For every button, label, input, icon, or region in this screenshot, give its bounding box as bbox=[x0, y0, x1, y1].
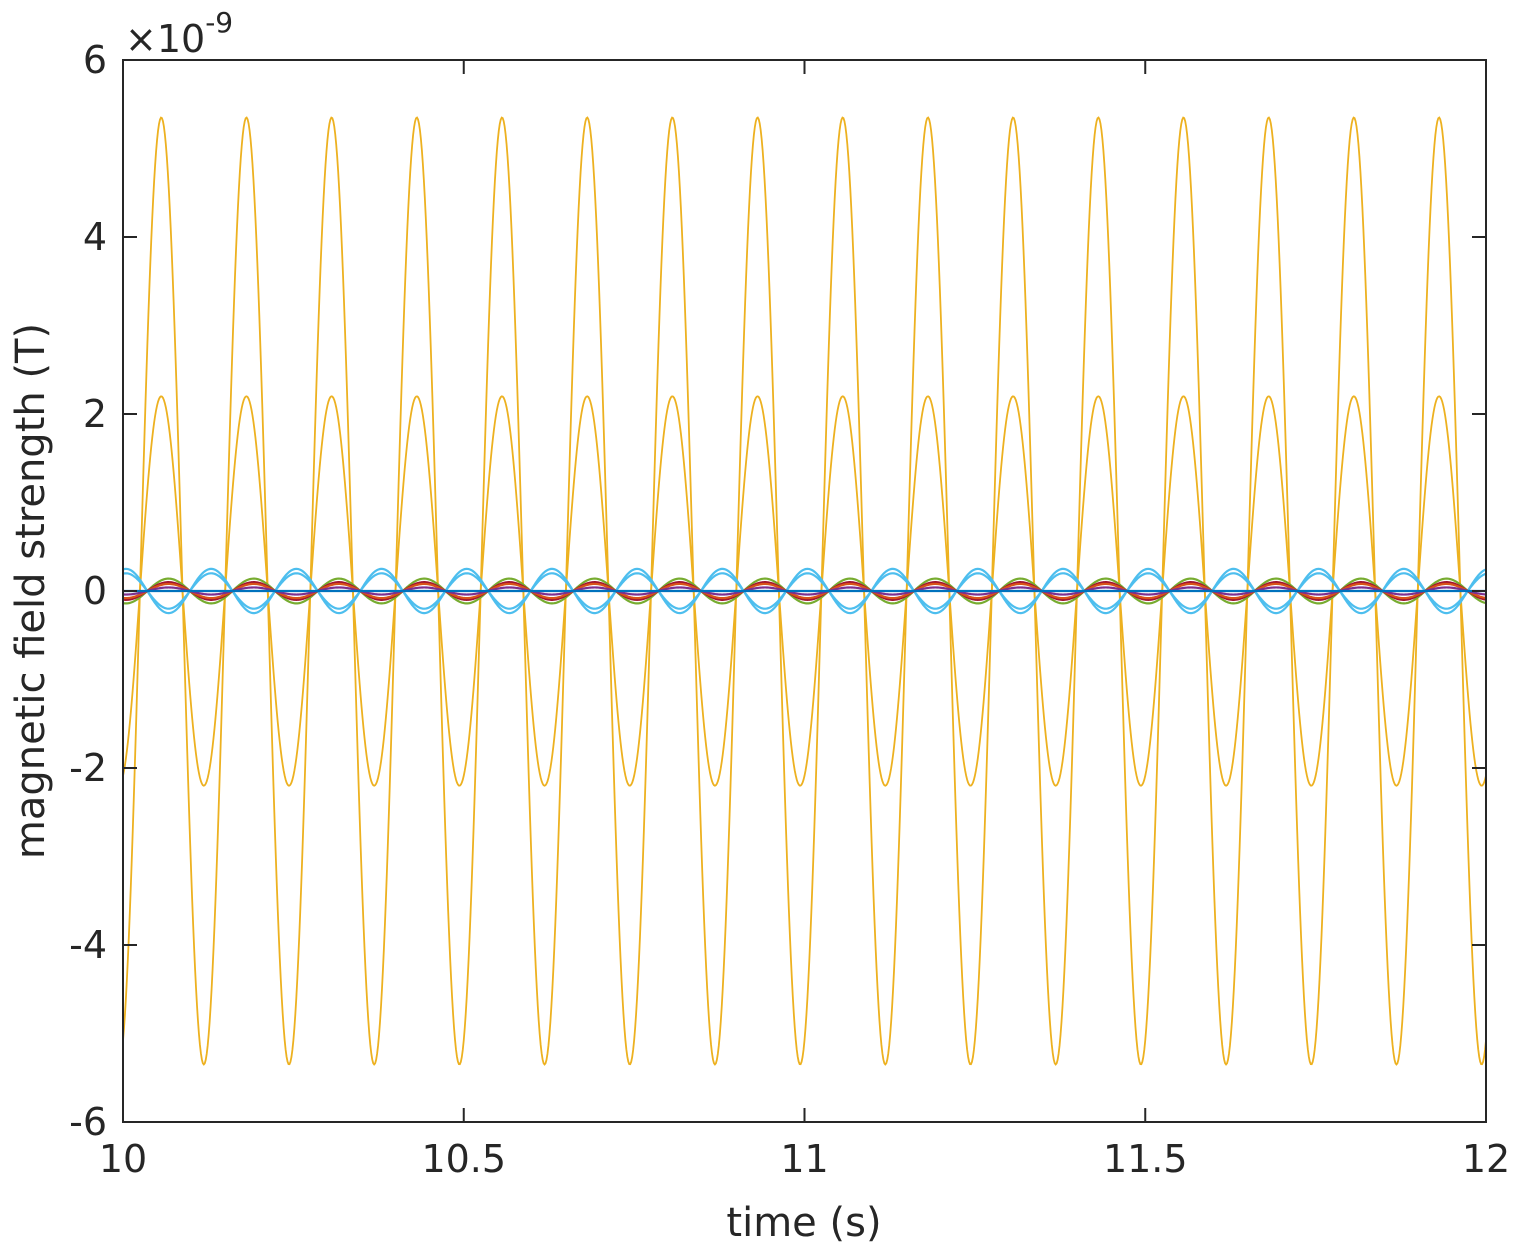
x-tick-label-0: 10 bbox=[99, 1137, 147, 1181]
ticks-group: 10 10.5 11 11.5 12 -6 -4 -2 0 2 4 6 bbox=[69, 38, 1510, 1181]
y-tick-label-4: 2 bbox=[83, 392, 107, 436]
y-exponent-power: -9 bbox=[205, 6, 233, 39]
y-tick-label-5: 4 bbox=[83, 215, 107, 259]
series-group bbox=[122, 116, 1487, 1066]
labels-group: time (s) magnetic field strength (T) ×10… bbox=[8, 6, 882, 1246]
y-tick-label-0: -6 bbox=[69, 1100, 107, 1144]
x-tick-label-3: 11.5 bbox=[1103, 1137, 1188, 1181]
series-line-3 bbox=[122, 572, 1487, 610]
series-line-1 bbox=[122, 395, 1487, 787]
y-tick-label-1: -4 bbox=[69, 923, 107, 967]
x-axis-label: time (s) bbox=[726, 1200, 881, 1246]
plot-area: 10 10.5 11 11.5 12 -6 -4 -2 0 2 4 6 bbox=[69, 38, 1510, 1181]
y-exponent-label: ×10-9 bbox=[125, 6, 233, 61]
y-exponent-base: ×10 bbox=[125, 17, 205, 61]
y-tick-label-2: -2 bbox=[69, 746, 107, 790]
x-tick-label-2: 11 bbox=[780, 1137, 828, 1181]
series-line-0 bbox=[122, 116, 1487, 1066]
x-tick-label-1: 10.5 bbox=[421, 1137, 506, 1181]
y-tick-label-3: 0 bbox=[83, 569, 107, 613]
y-tick-label-6: 6 bbox=[83, 38, 107, 82]
y-axis-label: magnetic field strength (T) bbox=[8, 323, 54, 859]
x-tick-label-4: 12 bbox=[1462, 1137, 1510, 1181]
